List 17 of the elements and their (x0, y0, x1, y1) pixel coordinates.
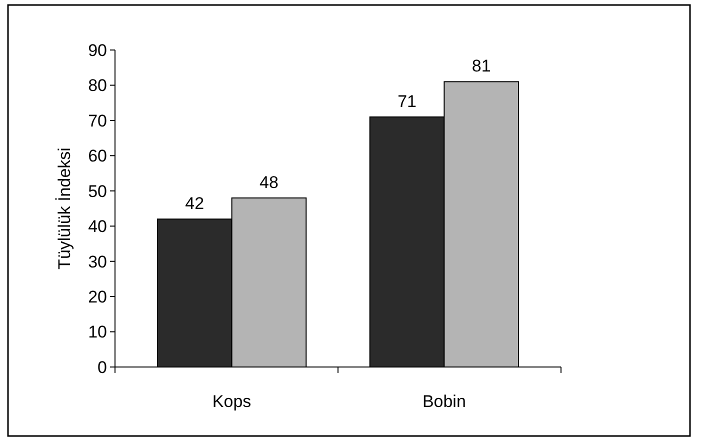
y-tick-label: 70 (88, 111, 107, 130)
x-tick-label: Kops (212, 392, 252, 411)
y-tick-label: 0 (98, 358, 107, 377)
y-tick-label: 50 (88, 182, 107, 201)
y-tick-label: 90 (88, 40, 107, 60)
y-tick-label: 60 (88, 146, 107, 166)
y-tick-label: 20 (88, 288, 107, 307)
x-tick-label: Bobin (422, 392, 466, 411)
y-tick-label: 10 (88, 322, 107, 342)
y-tick-label: 30 (88, 252, 107, 272)
data-label: 71 (398, 92, 416, 111)
data-label: 81 (472, 56, 491, 76)
data-label: 48 (260, 172, 278, 192)
y-tick-label: 80 (88, 76, 107, 96)
y-tick-label: 40 (88, 217, 107, 236)
data-label: 42 (185, 194, 204, 214)
y-axis-title: Tüylülük İndeksi (55, 148, 74, 270)
